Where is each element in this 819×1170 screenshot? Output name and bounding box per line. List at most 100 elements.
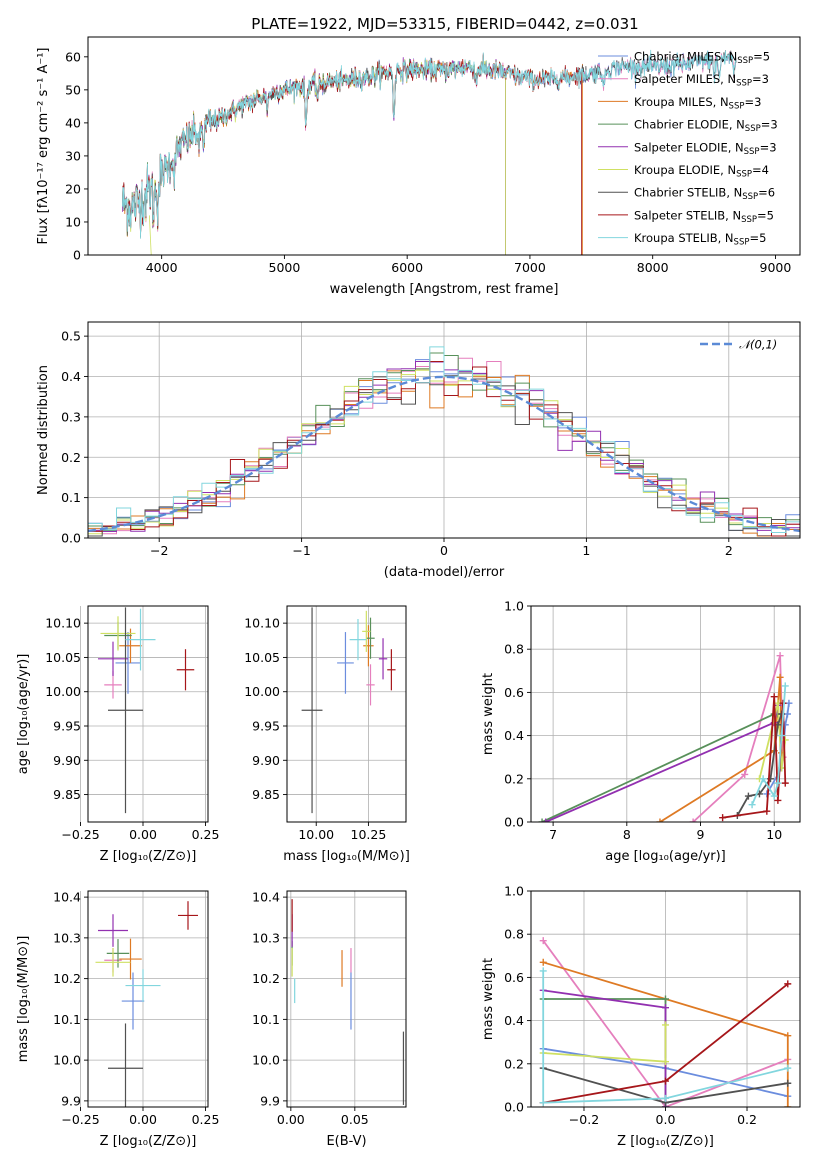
y-tick-label: 0.6 (504, 970, 524, 985)
x-tick-label: 0.25 (192, 827, 220, 842)
legend-label-subscript: SSP (744, 147, 760, 157)
mass-weight-marker-salpeter-stelib (763, 807, 771, 815)
mass-weight-marker-salpeter-stelib (784, 980, 792, 988)
mass-weight-line-salpeter-elodie (543, 989, 667, 1107)
legend-label-suffix: =5 (757, 208, 774, 222)
x-tick-label: 0.2 (737, 1112, 757, 1127)
axes-frame (87, 36, 801, 256)
axes-frame (87, 890, 209, 1108)
y-tick-label: 1.0 (504, 599, 524, 614)
axes-age_vs_Z: −0.25 0.00 0.25 9.85 9.90 9.95 10.00 10.05 10.10… (16, 605, 220, 864)
y-axis-label: age [log₁₀(age/yr)] (16, 654, 31, 775)
y-tick-label: 0.6 (504, 685, 524, 700)
plot-area-mass_weight_vs_age (538, 652, 793, 822)
y-tick-label: 60 (65, 49, 81, 64)
gaussian-curve (88, 375, 800, 533)
x-tick-label: 0.25 (192, 1112, 220, 1127)
x-tick-label: −2 (150, 543, 168, 558)
y-tick-label: 0.4 (61, 369, 81, 384)
x-axis-label: age [log₁₀(age/yr)] (605, 849, 726, 864)
spectrum-line-kroupa-miles (122, 57, 583, 255)
legend-label-suffix: =3 (761, 118, 778, 132)
x-tick-label: 9 (697, 827, 705, 842)
y-tick-label: 0.0 (61, 531, 81, 546)
mass-weight-marker-salpeter-stelib (662, 1077, 669, 1085)
y-tick-label: 9.95 (252, 719, 280, 734)
y-tick-label: 1.0 (504, 884, 524, 899)
y-tick-label: 10.2 (53, 971, 81, 986)
x-tick-label: 2 (725, 543, 733, 558)
x-tick-label: 5000 (269, 260, 301, 275)
mass-weight-marker-kroupa-elodie (781, 736, 789, 744)
axes-frame (286, 605, 407, 823)
legend-label-suffix: =3 (744, 95, 761, 109)
mass-weight-marker-kroupa-stelib (748, 801, 756, 809)
y-tick-label: 10.05 (45, 650, 81, 665)
y-tick-label: 0.4 (504, 728, 524, 743)
x-axis-label: E(B-V) (326, 1134, 366, 1149)
x-tick-label: 7000 (514, 260, 546, 275)
mass-weight-marker-kroupa-stelib (770, 792, 778, 800)
y-tick-label: 10.1 (53, 1012, 81, 1027)
x-tick-label: 9000 (760, 260, 792, 275)
y-axis-label: mass weight (481, 958, 496, 1040)
legend-label-suffix: =3 (752, 72, 769, 86)
legend-label-chabrier-stelib: Chabrier STELIB, NSSP=6 (634, 186, 775, 203)
legend-label-chabrier-elodie: Chabrier ELODIE, NSSP=3 (634, 118, 778, 135)
y-tick-label: 9.90 (252, 753, 280, 768)
x-axis-label: (data-model)/error (384, 565, 505, 580)
axes-mass_vs_Z: −0.25 0.00 0.25 9.9 10.0 10.1 10.2 10.3 10.4 Z [l… (16, 890, 219, 1149)
mass-weight-marker-salpeter-miles (689, 818, 697, 822)
y-tick-label: 0.8 (504, 927, 524, 942)
spectrum-line-chabrier-elodie (122, 56, 506, 255)
legend-label-kroupa-miles: Kroupa MILES, NSSP=3 (634, 95, 761, 112)
mass-weight-marker-salpeter-stelib (774, 796, 782, 804)
legend-spectrum: Chabrier MILES, NSSP=5 Salpeter MILES, NS… (598, 50, 778, 248)
legend-label-subscript: SSP (742, 192, 758, 202)
legend-label-salpeter-stelib: Salpeter STELIB, NSSP=5 (634, 208, 774, 225)
mass-weight-marker-chabrier-miles (783, 710, 791, 718)
y-tick-label: 30 (65, 148, 81, 163)
x-axis-label: mass [log₁₀(M/M⊙)] (283, 849, 410, 864)
y-tick-label: 0.1 (61, 490, 81, 505)
mass-weight-marker-kroupa-stelib (778, 732, 786, 740)
mass-weight-marker-kroupa-stelib (539, 967, 547, 975)
x-tick-label: 1 (582, 543, 590, 558)
mass-weight-marker-kroupa-miles (539, 958, 547, 966)
mass-weight-marker-kroupa-stelib (774, 779, 782, 787)
mass-weight-line-chabrier-elodie (543, 998, 667, 1107)
y-tick-label: 0 (73, 248, 81, 263)
axes-spectrum: 4000 5000 6000 7000 8000 9000 0 10 20 30 40 50 60 wav… (36, 36, 801, 297)
mass-weight-marker-chabrier-stelib (784, 1079, 792, 1087)
y-tick-label: 10.1 (252, 1012, 280, 1027)
x-tick-label: 0.00 (277, 1112, 305, 1127)
mass-weight-marker-kroupa-miles (784, 1103, 792, 1107)
x-tick-label: −1 (292, 543, 310, 558)
mass-weight-marker-chabrier-elodie (662, 995, 669, 1003)
mass-weight-line-kroupa-elodie (543, 1024, 667, 1063)
legend-label-suffix: =3 (760, 140, 777, 154)
plot-area-mass_weight_vs_Z (539, 937, 792, 1107)
mass-weight-marker-kroupa-elodie (662, 1058, 669, 1066)
mass-weight-marker-kroupa-miles (784, 1032, 792, 1040)
legend-label-subscript: SSP (741, 215, 757, 225)
plot-area-age_vs_Z (98, 607, 195, 814)
axes-mass_vs_EBV: 0.00 0.05 9.9 10.0 10.1 10.2 10.3 10.4 E(B-V) (252, 890, 407, 1149)
legend-label-salpeter-miles: Salpeter MILES, NSSP=3 (634, 72, 769, 89)
mass-weight-marker-salpeter-stelib (781, 779, 789, 787)
mass-weight-marker-kroupa-elodie (662, 1021, 669, 1029)
y-tick-label: 0.0 (504, 1100, 524, 1115)
x-tick-label: 10.00 (298, 827, 334, 842)
legend-label-subscript: SSP (737, 56, 753, 66)
legend-label-chabrier-miles: Chabrier MILES, NSSP=5 (634, 50, 770, 67)
y-tick-label: 0.2 (504, 1056, 524, 1071)
y-tick-label: 9.95 (53, 719, 81, 734)
legend-label-suffix: =5 (749, 231, 766, 245)
y-axis-label: mass weight (481, 673, 496, 755)
mass-weight-marker-salpeter-elodie (542, 818, 550, 822)
mass-weight-line-kroupa-stelib (751, 685, 787, 806)
mass-weight-marker-salpeter-miles (776, 652, 784, 660)
legend-residuals: 𝒩(0,1) (700, 338, 777, 352)
spectrum-edge-kroupa-elodie (148, 215, 152, 255)
y-tick-label: 10.00 (45, 684, 81, 699)
